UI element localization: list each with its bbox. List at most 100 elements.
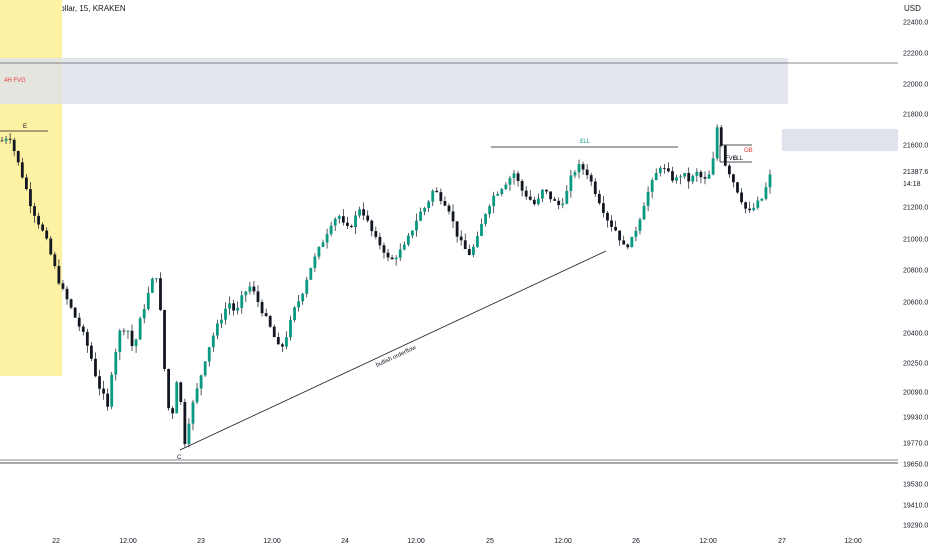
candle-body <box>41 224 45 231</box>
candle-body <box>313 256 317 268</box>
candle-body <box>581 164 585 170</box>
candle-body <box>593 181 597 194</box>
candle-body <box>671 171 674 181</box>
candle-body <box>601 203 605 213</box>
candle-body <box>321 242 325 247</box>
candle-body <box>350 225 353 228</box>
candle-body <box>4 138 8 141</box>
candle-body <box>187 423 191 444</box>
candle-body <box>727 165 731 175</box>
candle-body <box>626 244 630 248</box>
candle-body <box>577 164 581 173</box>
candle-body <box>443 201 447 206</box>
candle-body <box>159 278 162 311</box>
candle-body <box>285 337 288 347</box>
x-tick-9: 12:00 <box>699 538 717 545</box>
candle-body <box>45 230 49 239</box>
candle-body <box>89 345 93 359</box>
candle-body <box>118 330 122 353</box>
candle-body <box>427 201 431 209</box>
candle-body <box>370 220 374 232</box>
candle-body <box>8 138 12 140</box>
candle-body <box>484 214 487 225</box>
candle-body <box>150 278 154 293</box>
candle-body <box>512 173 516 179</box>
y-tick-4: 21600.0 <box>903 143 928 150</box>
candle-body <box>146 292 150 310</box>
candle-body <box>760 198 764 201</box>
x-tick-2: 23 <box>197 538 205 545</box>
x-tick-6: 25 <box>486 538 494 545</box>
y-tick-1: 22200.0 <box>903 51 928 58</box>
candle-body <box>317 246 321 257</box>
candles-group <box>0 124 772 448</box>
c-label: C <box>177 455 182 461</box>
candle-body <box>597 193 601 204</box>
candle-body <box>183 402 187 444</box>
candle-body <box>715 127 719 159</box>
candle-body <box>65 288 69 300</box>
candle-body <box>618 230 622 241</box>
candle-body <box>61 283 65 289</box>
candle-body <box>268 316 272 327</box>
candle-body <box>756 200 760 208</box>
x-tick-8: 26 <box>632 538 640 545</box>
candle-body <box>435 190 439 193</box>
candle-body <box>53 254 57 267</box>
y-tick-11: 20250.0 <box>903 361 928 368</box>
candle-body <box>232 303 236 311</box>
candle-body <box>69 299 73 308</box>
candle-body <box>520 180 524 191</box>
candle-body <box>402 244 406 250</box>
candle-body <box>138 318 142 340</box>
y-tick-15: 19650.0 <box>903 462 928 469</box>
time-axis[interactable]: 22 12:00 23 12:00 24 12:00 25 12:00 26 12:00 27 12:… <box>52 538 862 545</box>
candle-body <box>240 295 244 308</box>
candle-body <box>0 140 4 142</box>
candle-body <box>12 139 16 152</box>
y-tick-12: 20090.0 <box>903 390 928 397</box>
candle-body <box>496 194 500 196</box>
candle-body <box>650 180 654 192</box>
candle-body <box>695 171 699 176</box>
candle-body <box>301 293 305 302</box>
candle-body <box>736 182 739 193</box>
candle-body <box>748 208 752 211</box>
candle-body <box>687 172 691 182</box>
candle-body <box>390 257 394 260</box>
candle-body <box>642 205 646 220</box>
candle-body <box>500 189 504 195</box>
candle-body <box>94 358 97 377</box>
candle-body <box>362 209 366 216</box>
candle-body <box>329 225 333 235</box>
candle-body <box>341 216 345 223</box>
candle-body <box>98 376 101 389</box>
x-tick-11: 12:00 <box>844 538 862 545</box>
y-tick-13: 19930.0 <box>903 415 928 422</box>
price-axis[interactable]: 22400.0 22200.0 22000.0 21800.0 21600.0 21200… <box>903 20 928 530</box>
candle-body <box>16 151 20 163</box>
candle-body <box>155 278 158 279</box>
candle-body <box>622 240 626 245</box>
candle-body <box>585 169 589 176</box>
candle-body <box>455 221 459 237</box>
candle-body <box>220 319 223 324</box>
candle-body <box>126 330 130 332</box>
candle-body <box>764 187 768 199</box>
candle-body <box>488 206 492 215</box>
candle-body <box>191 402 195 424</box>
candle-body <box>614 226 617 231</box>
candle-body <box>528 196 532 200</box>
candle-body <box>467 249 471 255</box>
candle-body <box>24 177 28 190</box>
candle-body <box>49 238 53 255</box>
candle-body <box>589 175 593 182</box>
y-tick-6: 21200.0 <box>903 205 928 212</box>
session-highlight-zone <box>0 0 62 376</box>
candle-body <box>638 219 642 231</box>
candle-body <box>354 215 357 228</box>
y-tick-9: 20600.0 <box>903 300 928 307</box>
candle-body <box>732 174 735 183</box>
candle-body <box>386 252 390 258</box>
